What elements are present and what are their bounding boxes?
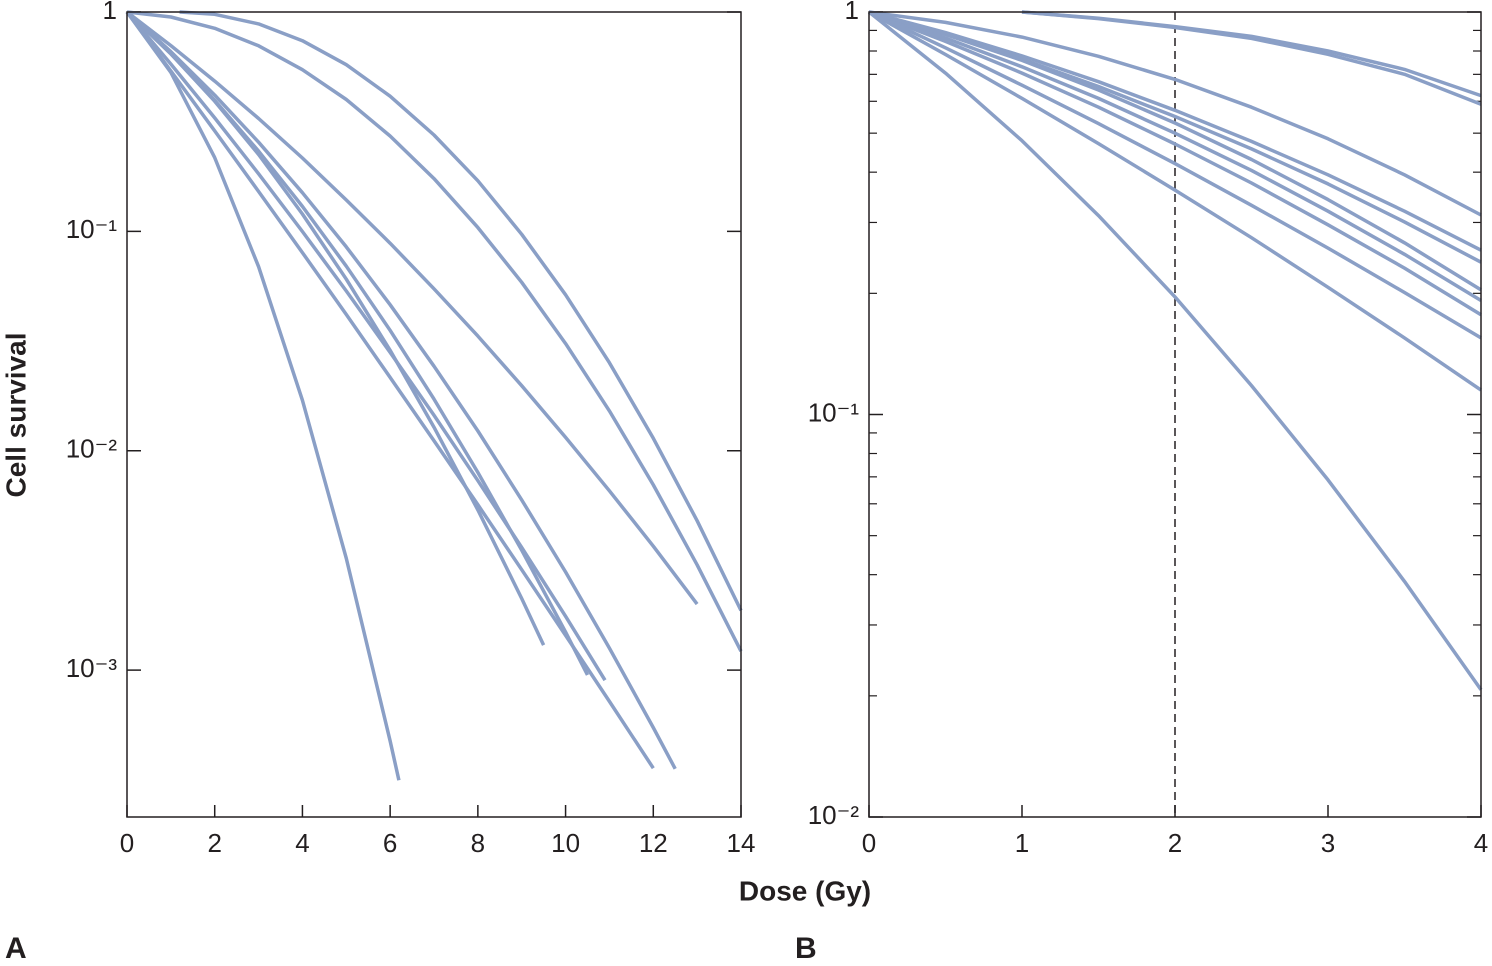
survival-curve	[868, 10, 1482, 264]
survival-curve	[125, 10, 590, 676]
survival-curve	[125, 10, 401, 781]
x-tick-label: 0	[862, 828, 876, 858]
y-tick-label: 10⁻¹	[66, 214, 118, 244]
plot-frame	[126, 11, 742, 818]
x-tick-label: 6	[383, 828, 397, 858]
survival-curve	[868, 10, 1482, 302]
y-tick-label: 10⁻¹	[808, 397, 860, 427]
survival-curve	[125, 10, 607, 682]
x-tick-label: 4	[295, 828, 309, 858]
y-tick-label: 1	[845, 0, 859, 25]
survival-curve	[868, 10, 1482, 340]
x-tick-label: 0	[120, 828, 134, 858]
y-tick-label: 10⁻²	[66, 434, 118, 464]
survival-curve	[868, 10, 1482, 392]
x-tick-label: 3	[1321, 828, 1335, 858]
x-tick-label: 14	[727, 828, 756, 858]
plot-frame	[868, 11, 1482, 818]
survival-curve	[125, 10, 699, 606]
x-tick-label: 12	[639, 828, 668, 858]
y-axis-label: Cell survival	[0, 333, 31, 498]
x-tick-label: 2	[1168, 828, 1182, 858]
panel-label: A	[5, 932, 27, 965]
y-tick-label: 10⁻³	[66, 653, 118, 683]
x-tick-label: 2	[207, 828, 221, 858]
panel-label: B	[795, 932, 817, 965]
survival-curve	[1021, 10, 1482, 106]
x-tick-label: 8	[471, 828, 485, 858]
x-tick-label: 10	[551, 828, 580, 858]
x-axis-label: Dose (Gy)	[739, 875, 871, 906]
survival-curve	[179, 10, 743, 612]
y-tick-label: 10⁻²	[808, 800, 860, 830]
x-tick-label: 4	[1474, 828, 1488, 858]
x-tick-label: 1	[1015, 828, 1029, 858]
survival-curve	[868, 10, 1482, 217]
y-tick-label: 1	[103, 0, 117, 25]
survival-curve	[126, 10, 743, 652]
survival-curve	[867, 10, 1483, 691]
survival-curve	[125, 10, 655, 770]
survival-curve	[868, 10, 1482, 317]
survival-curve	[868, 10, 1482, 252]
survival-curve	[125, 10, 677, 770]
